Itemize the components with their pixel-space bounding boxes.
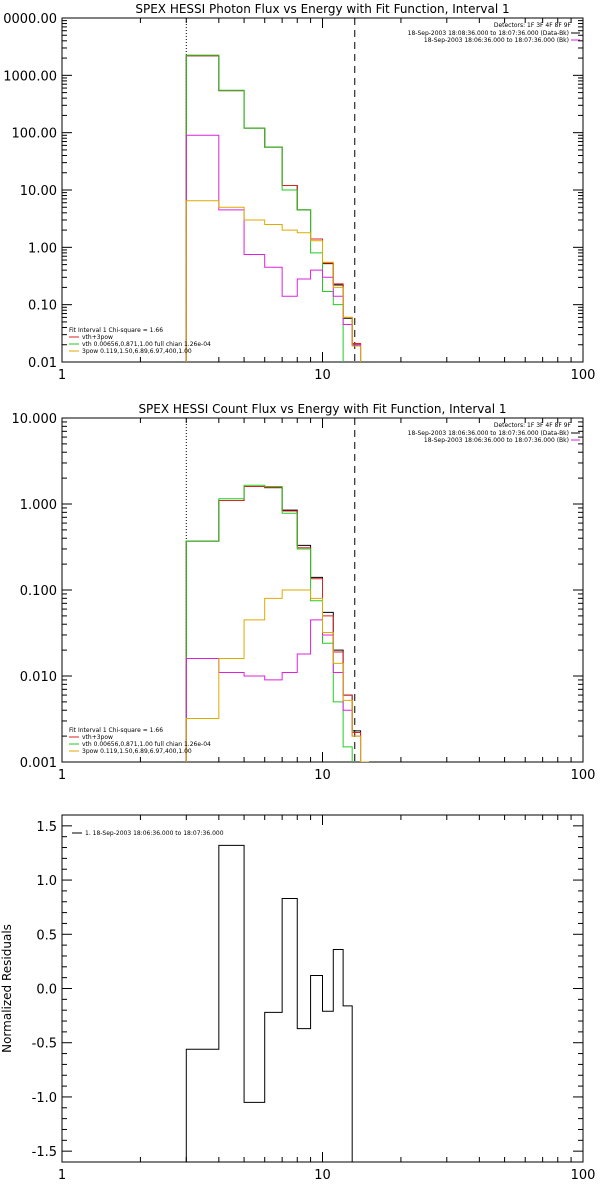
x-tick-label: 1 — [58, 768, 66, 783]
detectors-label: Detectors: 1F 3F 4F 8F 9F — [494, 422, 572, 429]
fit-legend-text: vth+3pow — [82, 734, 113, 741]
series-3-histogram — [185, 484, 353, 762]
header-legend-text: 18-Sep-2003 18:06:36.000 to 18:07:36.000… — [424, 437, 569, 444]
plot-panel-3: Normalized Residuals 1 10 100 -1.5 -1.0 -0.5 0.… — [0, 814, 596, 1183]
plot-area — [185, 18, 362, 362]
chart-title: SPEX HESSI Photon Flux vs Energy with Fi… — [135, 2, 509, 16]
y-tick-label: 0.100 — [20, 584, 57, 599]
series-5-histogram — [185, 589, 369, 762]
y-axis-label: Normalized Residuals — [0, 924, 14, 1053]
fit-legend-text: vth 0.00656,0.871,1.00 full chian 1.26e-… — [82, 741, 211, 748]
y-tick-label: 1.000 — [20, 498, 57, 513]
y-tick-label: 1000.00 — [3, 69, 57, 84]
x-tick-label: 100 — [571, 768, 596, 783]
plot-frame — [61, 17, 584, 363]
fit-legend-header: Fit Interval 1 Chi-square = 1.66 — [69, 727, 163, 734]
series-5-histogram — [185, 200, 362, 362]
series-2-histogram — [185, 55, 362, 362]
series-4-histogram — [185, 134, 362, 362]
y-tick-label: 0.001 — [20, 756, 57, 771]
fit-legend-text: vth+3pow — [82, 334, 113, 341]
fit-legend-text: 3pow 0.119,1.50,6.89,6.97,400,1.00 — [82, 748, 192, 755]
plot-panel-1: SPEX HESSI Photon Flux vs Energy with Fi… — [3, 2, 596, 383]
y-tick-label: 0.01 — [28, 356, 57, 371]
x-tick-label: 1 — [58, 1168, 66, 1183]
chart-title: SPEX HESSI Count Flux vs Energy with Fit… — [138, 402, 506, 416]
plot-area — [185, 418, 369, 762]
header-legend-text: 18-Sep-2003 18:06:36.000 to 18:07:36.000… — [408, 430, 569, 437]
x-tick-label: 10 — [314, 1168, 331, 1183]
y-tick-label: -1.5 — [32, 1145, 57, 1160]
series-1-histogram — [185, 844, 353, 1162]
fit-legend-header: Fit Interval 1 Chi-square = 1.66 — [69, 327, 163, 334]
y-tick-label: -0.5 — [32, 1037, 57, 1052]
header-legend-text: 18-Sep-2003 18:08:36.000 to 18:07:36.000… — [408, 30, 569, 37]
residual-legend-text: 1. 18-Sep-2003 18:06:36.000 to 18:07:36.… — [85, 830, 224, 837]
series-3-histogram — [185, 54, 344, 362]
detectors-label: Detectors: 1F 3F 4F 8F 9F — [494, 22, 572, 29]
series-2-histogram — [185, 485, 362, 762]
y-tick-label: 0.10 — [28, 299, 57, 314]
y-tick-label: 10.00 — [20, 184, 57, 199]
y-tick-label: 10.000 — [12, 412, 58, 427]
fit-legend-text: vth 0.00656,0.871,1.00 full chian 1.26e-… — [82, 341, 211, 348]
y-tick-label: 1.00 — [28, 241, 57, 256]
y-tick-label: 1.5 — [36, 820, 57, 835]
x-tick-label: 100 — [571, 1168, 596, 1183]
x-tick-label: 100 — [571, 368, 596, 383]
plot-panel-2: SPEX HESSI Count Flux vs Energy with Fit… — [12, 402, 596, 783]
plot-area — [185, 844, 353, 1162]
y-tick-label: 0.010 — [20, 670, 57, 685]
x-tick-label: 1 — [58, 368, 66, 383]
series-1-histogram — [185, 485, 362, 762]
y-tick-label: 0.5 — [36, 928, 57, 943]
fit-legend-text: 3pow 0.119,1.50,6.89,6.97,400,1.00 — [82, 348, 192, 355]
y-tick-label: -1.0 — [32, 1091, 57, 1106]
y-tick-label: 0000.00 — [3, 12, 57, 27]
x-tick-label: 10 — [314, 768, 331, 783]
y-tick-label: 100.00 — [12, 127, 58, 142]
y-tick-label: 0.0 — [36, 983, 57, 998]
series-1-histogram — [185, 55, 362, 362]
series-4-histogram — [185, 619, 362, 762]
x-tick-label: 10 — [314, 368, 331, 383]
y-tick-label: 1.0 — [36, 874, 57, 889]
header-legend-text: 18-Sep-2003 18:06:36.000 to 18:07:36.000… — [424, 37, 569, 44]
